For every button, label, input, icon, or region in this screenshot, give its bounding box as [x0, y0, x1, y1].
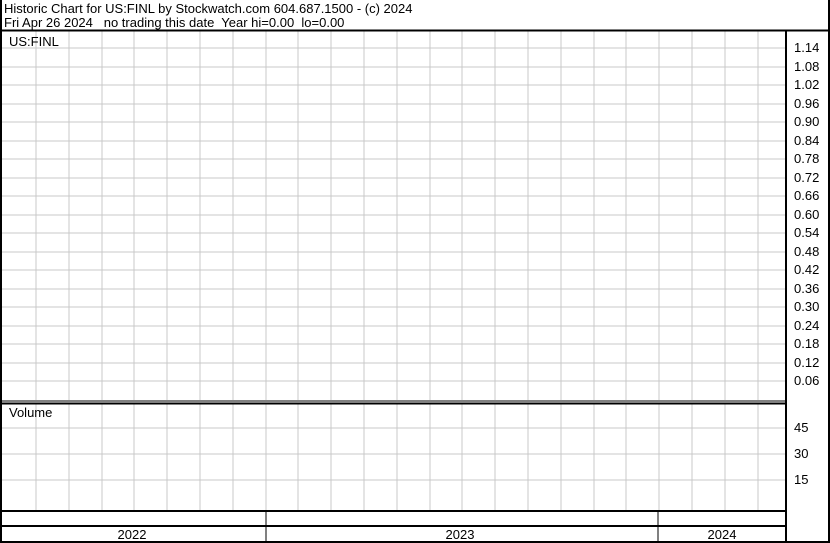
chart-header-title: Historic Chart for US:FINL by Stockwatch…: [4, 1, 413, 16]
price-tick-label: 1.14: [794, 40, 820, 55]
price-tick-label: 0.42: [794, 262, 820, 277]
year-label: 2022: [117, 527, 147, 542]
price-tick-label: 0.66: [794, 188, 820, 203]
price-panel-title: US:FINL: [9, 34, 59, 49]
price-tick-label: 0.84: [794, 133, 820, 148]
price-tick-label: 0.60: [794, 207, 820, 222]
price-tick-label: 0.06: [794, 373, 820, 388]
price-tick-label: 0.48: [794, 244, 820, 259]
price-tick-label: 0.24: [794, 318, 820, 333]
year-label: 2023: [445, 527, 475, 542]
volume-tick-label: 15: [794, 472, 809, 487]
price-tick-label: 0.90: [794, 114, 820, 129]
price-tick-label: 0.18: [794, 336, 820, 351]
year-label: 2024: [707, 527, 737, 542]
price-tick-label: 0.12: [794, 355, 820, 370]
price-tick-label: 0.96: [794, 96, 820, 111]
price-tick-label: 0.72: [794, 170, 820, 185]
price-tick-label: 1.08: [794, 59, 820, 74]
volume-panel-title: Volume: [9, 405, 53, 420]
volume-tick-label: 45: [794, 420, 809, 435]
price-tick-label: 0.30: [794, 299, 820, 314]
price-tick-label: 1.02: [794, 77, 820, 92]
price-tick-label: 0.78: [794, 151, 820, 166]
price-tick-label: 0.54: [794, 225, 820, 240]
chart-header-status: Fri Apr 26 2024 no trading this date Yea…: [4, 15, 345, 30]
price-tick-label: 0.36: [794, 281, 820, 296]
volume-tick-label: 30: [794, 446, 809, 461]
